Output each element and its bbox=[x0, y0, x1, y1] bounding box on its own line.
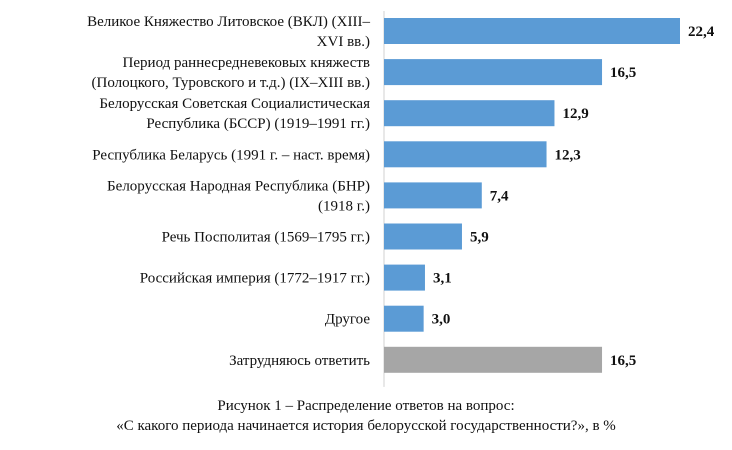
bar bbox=[384, 346, 603, 373]
data-label: 16,5 bbox=[610, 65, 636, 81]
data-label: 16,5 bbox=[610, 353, 636, 369]
data-label: 12,9 bbox=[562, 106, 588, 122]
data-label: 7,4 bbox=[490, 188, 509, 204]
category-label: (Полоцкого, Туровского и т.д.) (IX–XIII … bbox=[92, 75, 370, 91]
bar bbox=[384, 264, 425, 291]
category-label: Другое bbox=[325, 312, 370, 328]
category-label: Речь Посполитая (1569–1795 гг.) bbox=[162, 230, 370, 246]
bar bbox=[384, 223, 462, 250]
bar bbox=[384, 305, 424, 332]
data-label: 12,3 bbox=[555, 147, 581, 163]
category-label: Затрудняюсь ответить bbox=[229, 353, 370, 369]
bar bbox=[384, 182, 482, 209]
category-label: Великое Княжество Литовское (ВКЛ) (XIII– bbox=[87, 14, 370, 30]
category-label: Республика (БССР) (1919–1991 гг.) bbox=[146, 116, 370, 132]
data-label: 22,4 bbox=[688, 24, 715, 40]
caption-line-1: Рисунок 1 – Распределение ответов на воп… bbox=[217, 398, 515, 414]
bar bbox=[384, 141, 547, 168]
category-label: Белорусская Народная Республика (БНР) bbox=[107, 178, 370, 194]
bar-chart: 22,4 Великое Княжество Литовское (ВКЛ) (X… bbox=[87, 11, 715, 387]
category-label: Российская империя (1772–1917 гг.) bbox=[140, 271, 370, 287]
bar bbox=[384, 59, 603, 86]
data-label: 5,9 bbox=[470, 230, 489, 246]
category-label: Республика Беларусь (1991 г. – наст. вре… bbox=[92, 147, 370, 163]
category-label: XVI вв.) bbox=[317, 34, 370, 50]
data-label: 3,1 bbox=[433, 271, 452, 287]
caption-line-2: «С какого периода начинается история бел… bbox=[116, 418, 616, 434]
bar bbox=[384, 18, 680, 44]
data-label: 3,0 bbox=[432, 312, 451, 328]
bar bbox=[384, 100, 555, 127]
category-label: Период раннесредневековых княжеств bbox=[123, 55, 370, 71]
category-label: Белорусская Советская Социалистическая bbox=[99, 96, 370, 112]
category-label: (1918 г.) bbox=[318, 198, 370, 214]
figure-caption: Рисунок 1 – Распределение ответов на воп… bbox=[0, 396, 732, 436]
